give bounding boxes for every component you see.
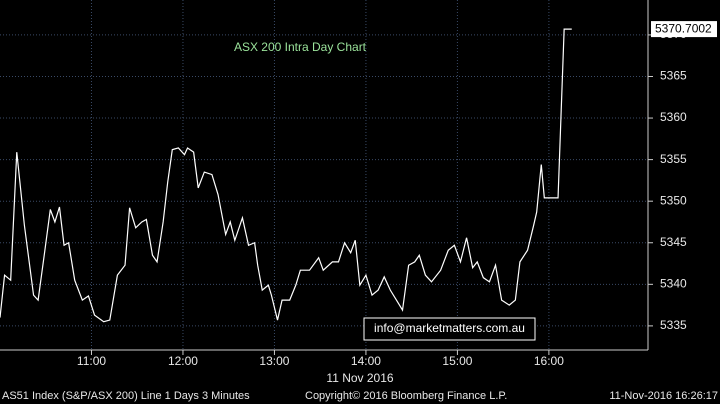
y-tick-label: 5350	[660, 193, 687, 207]
watermark-box	[363, 317, 536, 341]
x-tick-label: 12:00	[168, 354, 198, 368]
last-value-label: 5370.7002	[655, 21, 712, 35]
x-tick-label: 11:00	[77, 354, 106, 368]
y-tick-label: 5360	[660, 110, 687, 124]
footer-left: AS51 Index (S&P/ASX 200) Line 1 Days 3 M…	[2, 390, 250, 402]
y-tick-label: 5335	[660, 318, 687, 332]
date-label: 11 Nov 2016	[326, 371, 393, 385]
y-tick-label: 5365	[660, 69, 687, 83]
price-line	[0, 28, 572, 323]
last-value-box	[651, 21, 717, 38]
chart-title: ASX 200 Intra Day Chart	[234, 40, 367, 54]
footer-middle: Copyright© 2016 Bloomberg Finance L.P.	[305, 390, 507, 402]
watermark: info@marketmatters.com.au	[374, 321, 525, 335]
x-tick-label: 14:00	[351, 354, 381, 368]
y-tick-label: 5355	[660, 152, 687, 166]
y-tick-label: 5345	[660, 235, 687, 249]
y-tick-label: 5340	[660, 276, 687, 290]
x-tick-label: 13:00	[259, 354, 289, 368]
x-tick-label: 15:00	[442, 354, 472, 368]
x-tick-label: 16:00	[534, 354, 564, 368]
footer-right: 11-Nov-2016 16:26:17	[609, 390, 718, 402]
